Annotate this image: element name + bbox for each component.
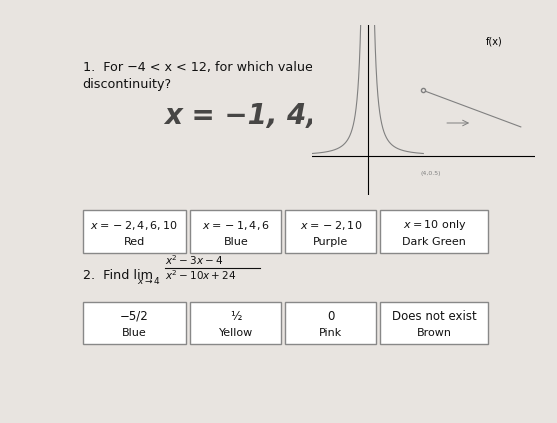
Text: $x = -1, 4, 6$: $x = -1, 4, 6$	[202, 219, 270, 232]
Text: 0: 0	[327, 310, 334, 323]
FancyBboxPatch shape	[380, 302, 488, 344]
FancyBboxPatch shape	[285, 302, 376, 344]
FancyBboxPatch shape	[380, 210, 488, 253]
Text: 2.  Find lim: 2. Find lim	[82, 269, 153, 282]
Text: Red: Red	[124, 237, 145, 247]
Text: f(x): f(x)	[486, 37, 503, 47]
Text: Blue: Blue	[223, 237, 248, 247]
FancyBboxPatch shape	[190, 210, 281, 253]
FancyBboxPatch shape	[82, 302, 186, 344]
Text: $x = -2, 10$: $x = -2, 10$	[300, 219, 362, 232]
Text: Brown: Brown	[417, 328, 452, 338]
Text: Dark Green: Dark Green	[403, 237, 466, 247]
Text: $x \to 4$: $x \to 4$	[136, 275, 160, 286]
Text: Blue: Blue	[122, 328, 146, 338]
Text: (4,0.5): (4,0.5)	[421, 171, 441, 176]
Text: ½: ½	[230, 310, 242, 323]
Text: Pink: Pink	[319, 328, 343, 338]
Text: discontinuity?: discontinuity?	[82, 78, 172, 91]
FancyBboxPatch shape	[285, 210, 376, 253]
Text: Does not exist: Does not exist	[392, 310, 477, 323]
Text: Yellow: Yellow	[219, 328, 253, 338]
Text: Purple: Purple	[313, 237, 349, 247]
Text: −5/2: −5/2	[120, 310, 149, 323]
Text: 1.  For −4 < x < 12, for which values of x does f(x) have a removable: 1. For −4 < x < 12, for which values of …	[82, 60, 527, 74]
FancyBboxPatch shape	[190, 302, 281, 344]
Text: $x = -2, 4, 6, 10$: $x = -2, 4, 6, 10$	[90, 219, 178, 232]
Text: x = −1, 4, 6: x = −1, 4, 6	[165, 102, 346, 130]
Text: $x^2 - 10x + 24$: $x^2 - 10x + 24$	[165, 268, 236, 282]
FancyBboxPatch shape	[82, 210, 186, 253]
Text: $x = 10$ only: $x = 10$ only	[403, 218, 466, 232]
Text: $x^2 - 3x - 4$: $x^2 - 3x - 4$	[165, 253, 223, 267]
